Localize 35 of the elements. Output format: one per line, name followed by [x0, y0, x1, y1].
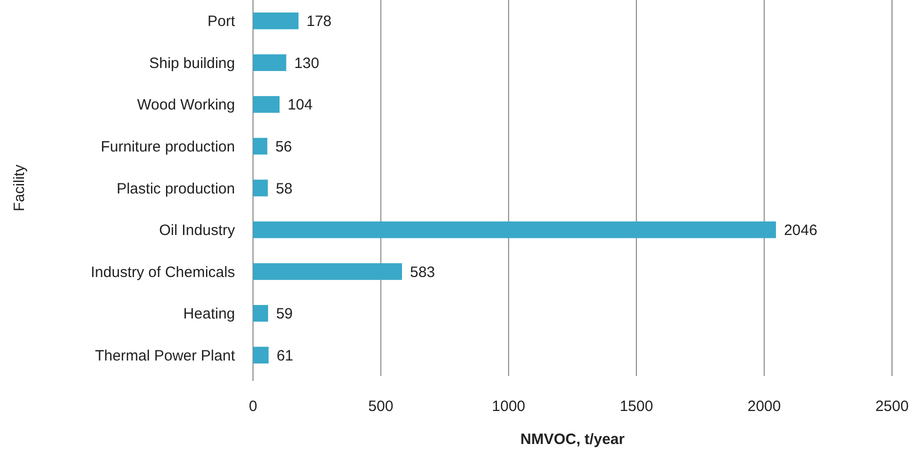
bar: [253, 54, 286, 72]
x-tick-label: 2500: [875, 398, 909, 415]
y-tick-label: Wood Working: [137, 96, 235, 114]
y-tick-label: Thermal Power Plant: [94, 347, 236, 364]
x-tick-label: 500: [368, 398, 394, 415]
data-label: 2046: [784, 222, 818, 240]
y-tick-label: Port: [207, 13, 236, 30]
data-label: 178: [306, 13, 332, 30]
x-tick-label: 1500: [620, 398, 654, 415]
y-tick-label: Ship building: [149, 54, 235, 72]
data-label: 130: [294, 54, 320, 72]
data-label: 583: [410, 264, 436, 281]
bar: [253, 346, 269, 364]
data-label: 56: [275, 138, 292, 156]
bar: [253, 221, 776, 238]
data-label: 104: [288, 96, 313, 114]
data-label: 59: [276, 306, 293, 323]
bar: [253, 12, 298, 30]
bar: [253, 263, 402, 280]
y-tick-label: Heating: [183, 306, 235, 323]
x-tick-label: 1000: [492, 398, 526, 415]
x-tick-label: 2000: [748, 398, 781, 415]
data-label: 61: [276, 347, 294, 364]
data-label: 58: [276, 180, 293, 198]
y-axis-title: Facility: [11, 164, 28, 212]
bar: [253, 180, 268, 196]
y-tick-label: Plastic production: [116, 180, 235, 198]
y-tick-label: Oil Industry: [159, 222, 236, 240]
y-tick-label: Furniture production: [100, 138, 235, 156]
x-axis-title: NMVOC, t/year: [520, 431, 625, 448]
y-tick-label: Industry of Chemicals: [90, 264, 235, 281]
bar: [253, 304, 268, 322]
bar: [253, 138, 268, 155]
bar: [253, 96, 280, 113]
x-tick-label: 0: [248, 398, 258, 415]
